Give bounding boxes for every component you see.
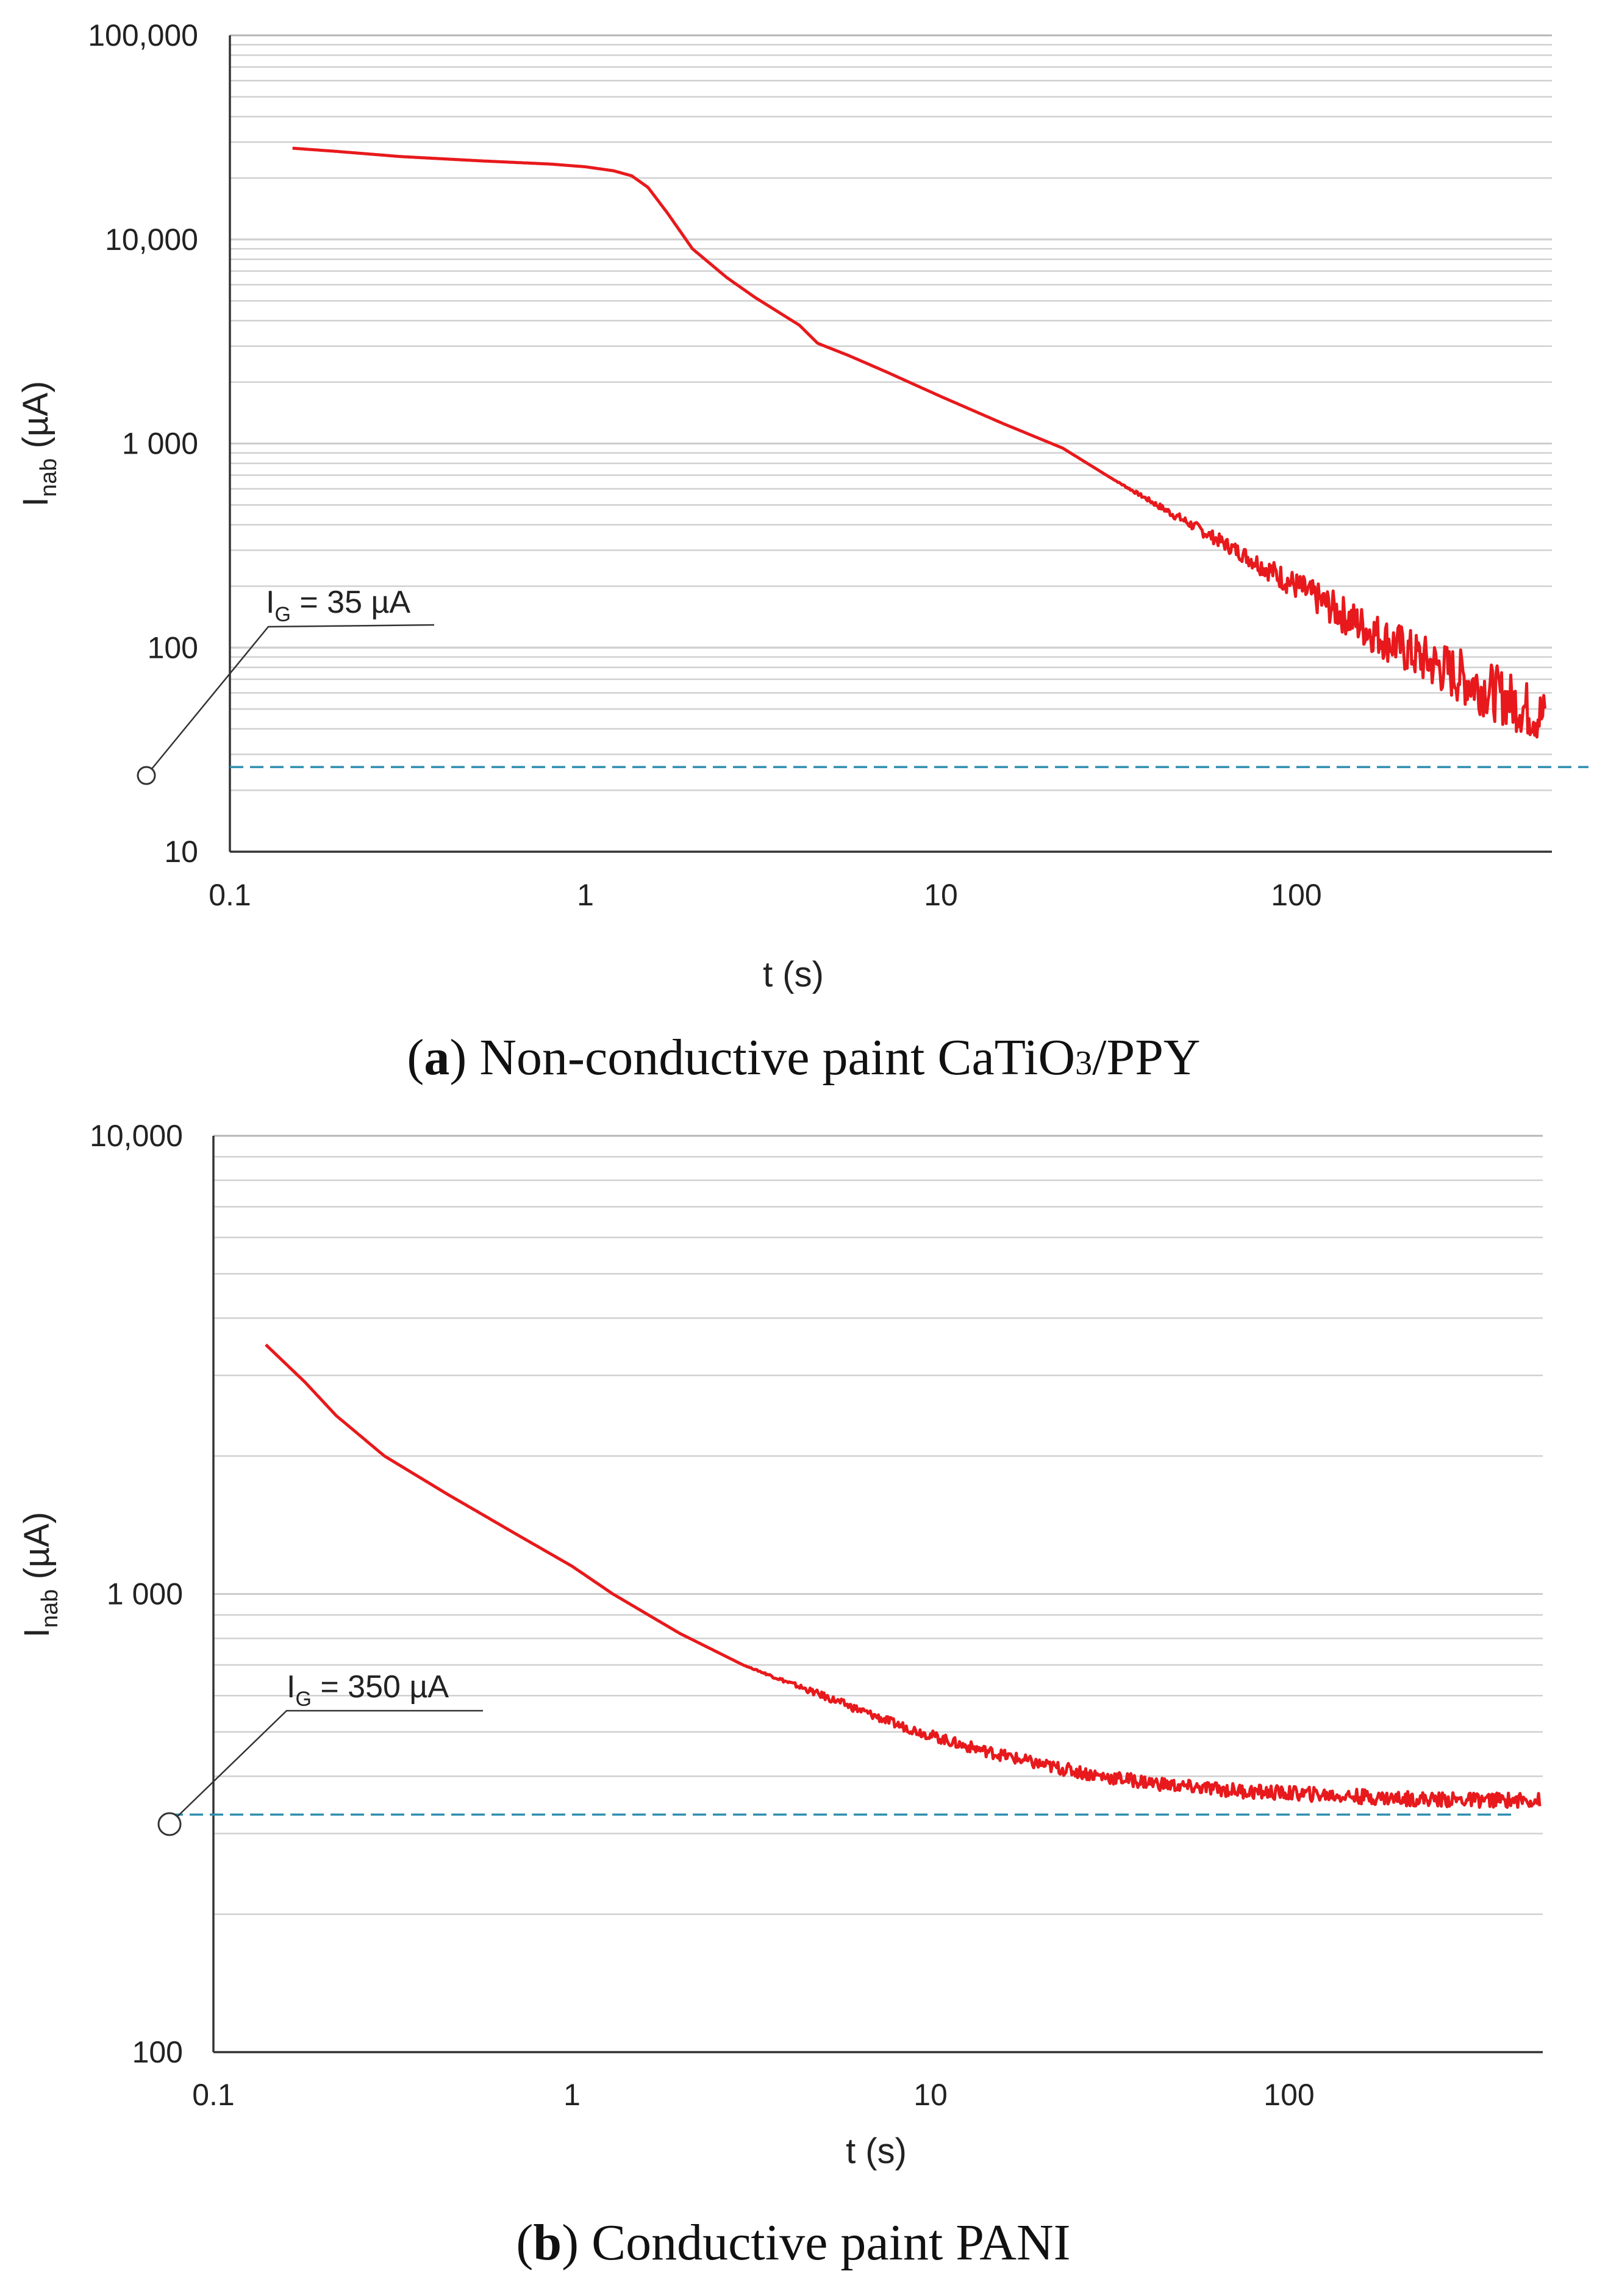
caption-b: (b) Conductive paint PANI [516,2214,1070,2271]
chart-panel-a: 10 100 1 000 10,000 100,000 0.1 1 10 100 IG = 3… [16,18,1588,1086]
series-line-b [265,1343,1542,1809]
y-axis-label-a: Inab (µA) [16,381,62,507]
x-tick-label: 0.1 [192,2078,235,2112]
annotation-label-b: IG = 350 µA [287,1669,449,1711]
y-tick-label: 10,000 [105,223,198,257]
x-tick-label: 100 [1263,2078,1314,2112]
series-line-a [292,146,1546,739]
x-tick-label: 0.1 [209,878,251,912]
caption-a: (a) Non-conductive paint CaTiO3/PPY [407,1029,1200,1086]
x-tick-label: 100 [1271,878,1321,912]
y-tick-label: 1 000 [122,427,198,461]
x-axis-label-a: t (s) [763,955,824,994]
grid-a [230,34,1552,791]
x-axis-label-b: t (s) [846,2131,907,2171]
y-tick-label: 10,000 [90,1119,183,1153]
y-ticks-b: 100 1 000 10,000 [90,1119,183,2069]
x-tick-label: 1 [563,2078,581,2112]
annotation-leader-a [146,624,435,776]
annotation-label-a: IG = 35 µA [266,585,410,626]
x-ticks-b: 0.1 1 10 100 [192,2078,1314,2112]
x-ticks-a: 0.1 1 10 100 [209,878,1321,912]
grid-b [213,1135,1543,1916]
y-tick-label: 100,000 [88,18,198,52]
y-tick-label: 10 [164,835,198,869]
y-tick-label: 1 000 [107,1577,183,1611]
annotation-marker-b [157,1812,182,1836]
y-tick-label: 100 [148,630,198,665]
y-ticks-a: 10 100 1 000 10,000 100,000 [88,18,198,869]
x-tick-label: 10 [924,878,958,912]
x-tick-label: 1 [577,878,594,912]
x-tick-label: 10 [913,2078,948,2112]
y-axis-label-b: Inab (µA) [17,1512,63,1638]
annotation-leader-b [169,1710,483,1825]
annotation-marker-a [137,766,156,785]
chart-panel-b: 100 1 000 10,000 0.1 1 10 100 IG = 350 µA Ina… [17,1119,1543,2271]
y-tick-label: 100 [132,2035,183,2069]
